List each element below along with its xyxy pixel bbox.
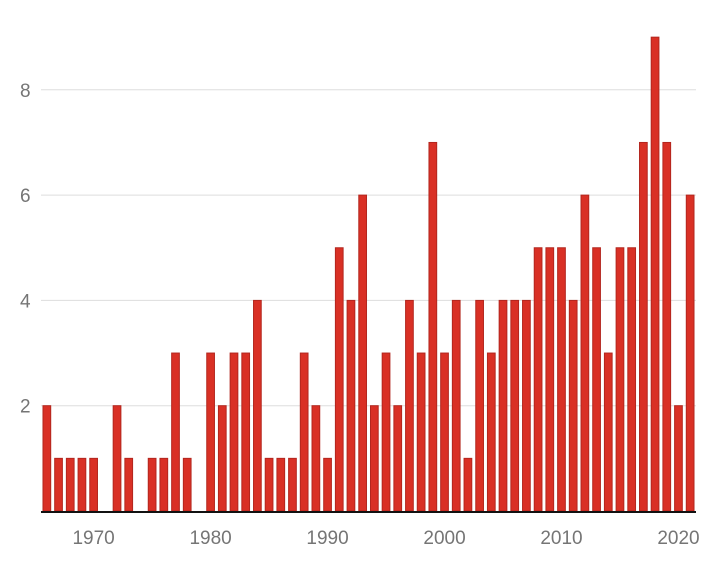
bar-2009 [545,247,555,512]
bar-1975 [147,457,157,512]
bar-2008 [533,247,543,512]
bar-2006 [510,299,520,512]
y-tick-label-4: 4 [20,291,31,312]
bar-1981 [217,405,227,512]
bar-2000 [440,352,449,512]
bar-2016 [627,247,637,512]
bar-2021 [685,194,695,512]
bar-1968 [65,457,75,512]
bar-2013 [592,247,601,512]
bar-2003 [475,299,484,512]
bar-1978 [182,457,192,512]
bar-1972 [112,405,122,512]
bar-1966 [42,405,52,512]
y-tick-label-8: 8 [20,81,31,102]
x-tick-label-2010: 2010 [540,528,582,549]
bar-1977 [171,352,180,512]
bar-2004 [486,352,496,512]
bar-2011 [568,299,578,512]
bar-2012 [580,194,590,512]
bar-1976 [159,457,169,512]
bar-1989 [311,405,321,512]
bar-1973 [124,457,134,512]
bar-1990 [323,457,332,512]
bar-2018 [650,36,660,512]
bar-1982 [229,352,239,512]
bar-2020 [674,405,683,512]
bar-1995 [381,352,391,512]
bar-1993 [358,194,368,512]
bar-2002 [463,457,473,512]
x-tick-label-2000: 2000 [423,528,465,549]
bar-2005 [498,299,508,512]
bar-2014 [603,352,613,512]
bar-1985 [264,457,274,512]
bar-1987 [288,457,297,512]
bar-2010 [557,247,566,512]
bar-1996 [393,405,403,512]
bar-1992 [346,299,356,512]
x-tick-label-1970: 1970 [72,528,114,549]
bar-2001 [451,299,461,512]
bar-1999 [428,141,438,512]
x-tick-label-1990: 1990 [306,528,348,549]
bar-1983 [241,352,251,512]
bar-1991 [334,247,344,512]
bar-1984 [253,299,262,512]
bar-1988 [299,352,309,512]
bar-2017 [639,141,648,512]
bar-2019 [662,141,672,512]
bar-1986 [276,457,286,512]
bar-2015 [615,247,625,512]
y-axis-tick-labels: 2 4 6 8 [20,81,31,418]
x-tick-label-1980: 1980 [189,528,231,549]
y-tick-label-2: 2 [20,397,31,418]
bar-2007 [522,299,531,512]
bars [42,36,695,512]
bar-1998 [416,352,426,512]
bar-1970 [89,457,98,512]
bar-1967 [54,457,63,512]
x-axis-tick-labels: 1970 1980 1990 2000 2010 2020 [72,528,699,549]
bar-1994 [369,405,379,512]
bar-1997 [405,299,414,512]
bar-1969 [77,457,87,512]
bar-1980 [206,352,215,512]
x-tick-label-2020: 2020 [657,528,699,549]
y-tick-label-6: 6 [20,186,31,207]
